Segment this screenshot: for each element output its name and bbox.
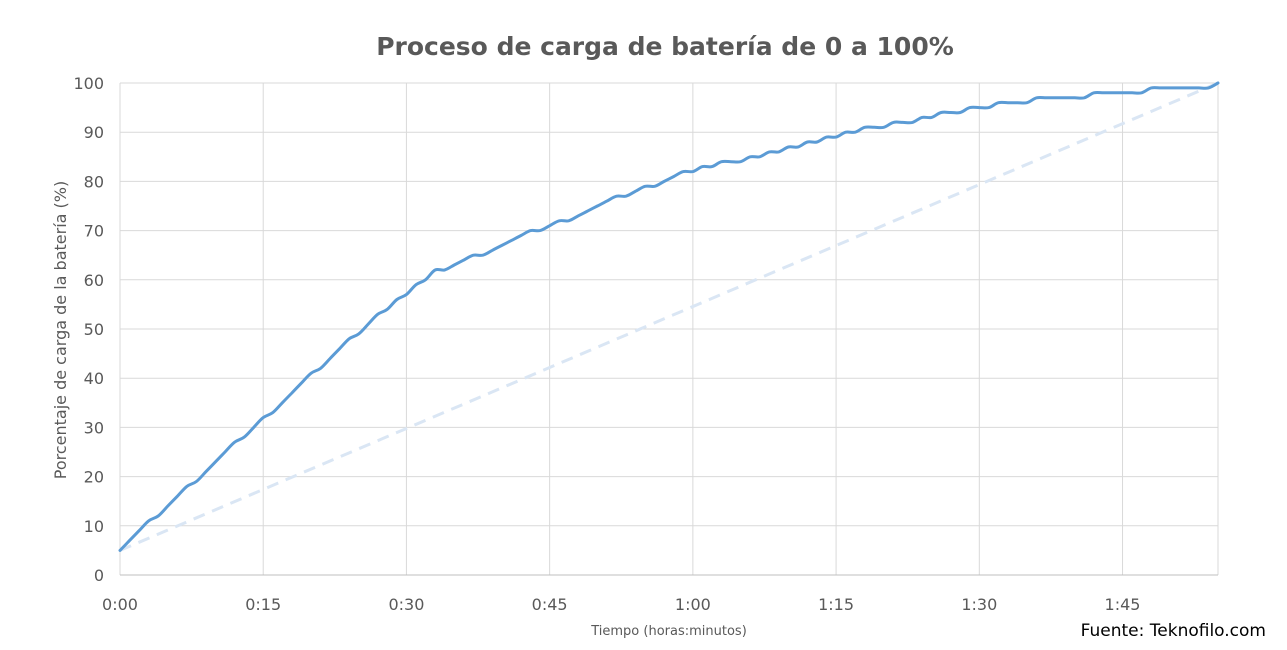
- y-tick-label: 70: [84, 222, 104, 241]
- y-gridlines: [120, 82, 1218, 527]
- y-tick-label: 0: [94, 566, 104, 585]
- x-axis-label: Tiempo (horas:minutos): [590, 624, 747, 639]
- x-tick-label: 1:15: [818, 595, 854, 614]
- y-tick-label: 40: [84, 369, 104, 388]
- x-tick-label: 1:00: [675, 595, 711, 614]
- y-tick-labels: 0 10 20 30 40 50 60 70 80 90 100: [73, 74, 104, 585]
- linear-reference-line: [119, 81, 1219, 552]
- x-gridlines: [119, 83, 1219, 575]
- y-tick-label: 50: [84, 320, 104, 339]
- x-tick-label: 0:15: [245, 595, 281, 614]
- y-tick-label: 90: [84, 123, 104, 142]
- source-credit: Fuente: Teknofilo.com: [1081, 621, 1266, 641]
- x-tick-label: 0:30: [388, 595, 424, 614]
- y-tick-label: 80: [84, 172, 104, 191]
- y-tick-label: 20: [84, 468, 104, 487]
- battery-charge-line: [118, 81, 1220, 552]
- x-tick-label: 1:45: [1105, 595, 1141, 614]
- x-tick-label: 0:45: [532, 595, 568, 614]
- series-layer: [118, 81, 1220, 552]
- y-tick-label: 100: [73, 74, 104, 93]
- y-tick-label: 30: [84, 418, 104, 437]
- chart-title: Proceso de carga de batería de 0 a 100%: [376, 32, 954, 61]
- x-tick-label: 1:30: [961, 595, 997, 614]
- x-tick-labels: 0:00 0:15 0:30 0:45 1:00 1:15 1:30 1:45: [102, 595, 1140, 614]
- y-tick-label: 10: [84, 517, 104, 536]
- x-tick-label: 0:00: [102, 595, 138, 614]
- y-tick-label: 60: [84, 271, 104, 290]
- y-axis-label: Porcentaje de carga de la batería (%): [51, 181, 70, 479]
